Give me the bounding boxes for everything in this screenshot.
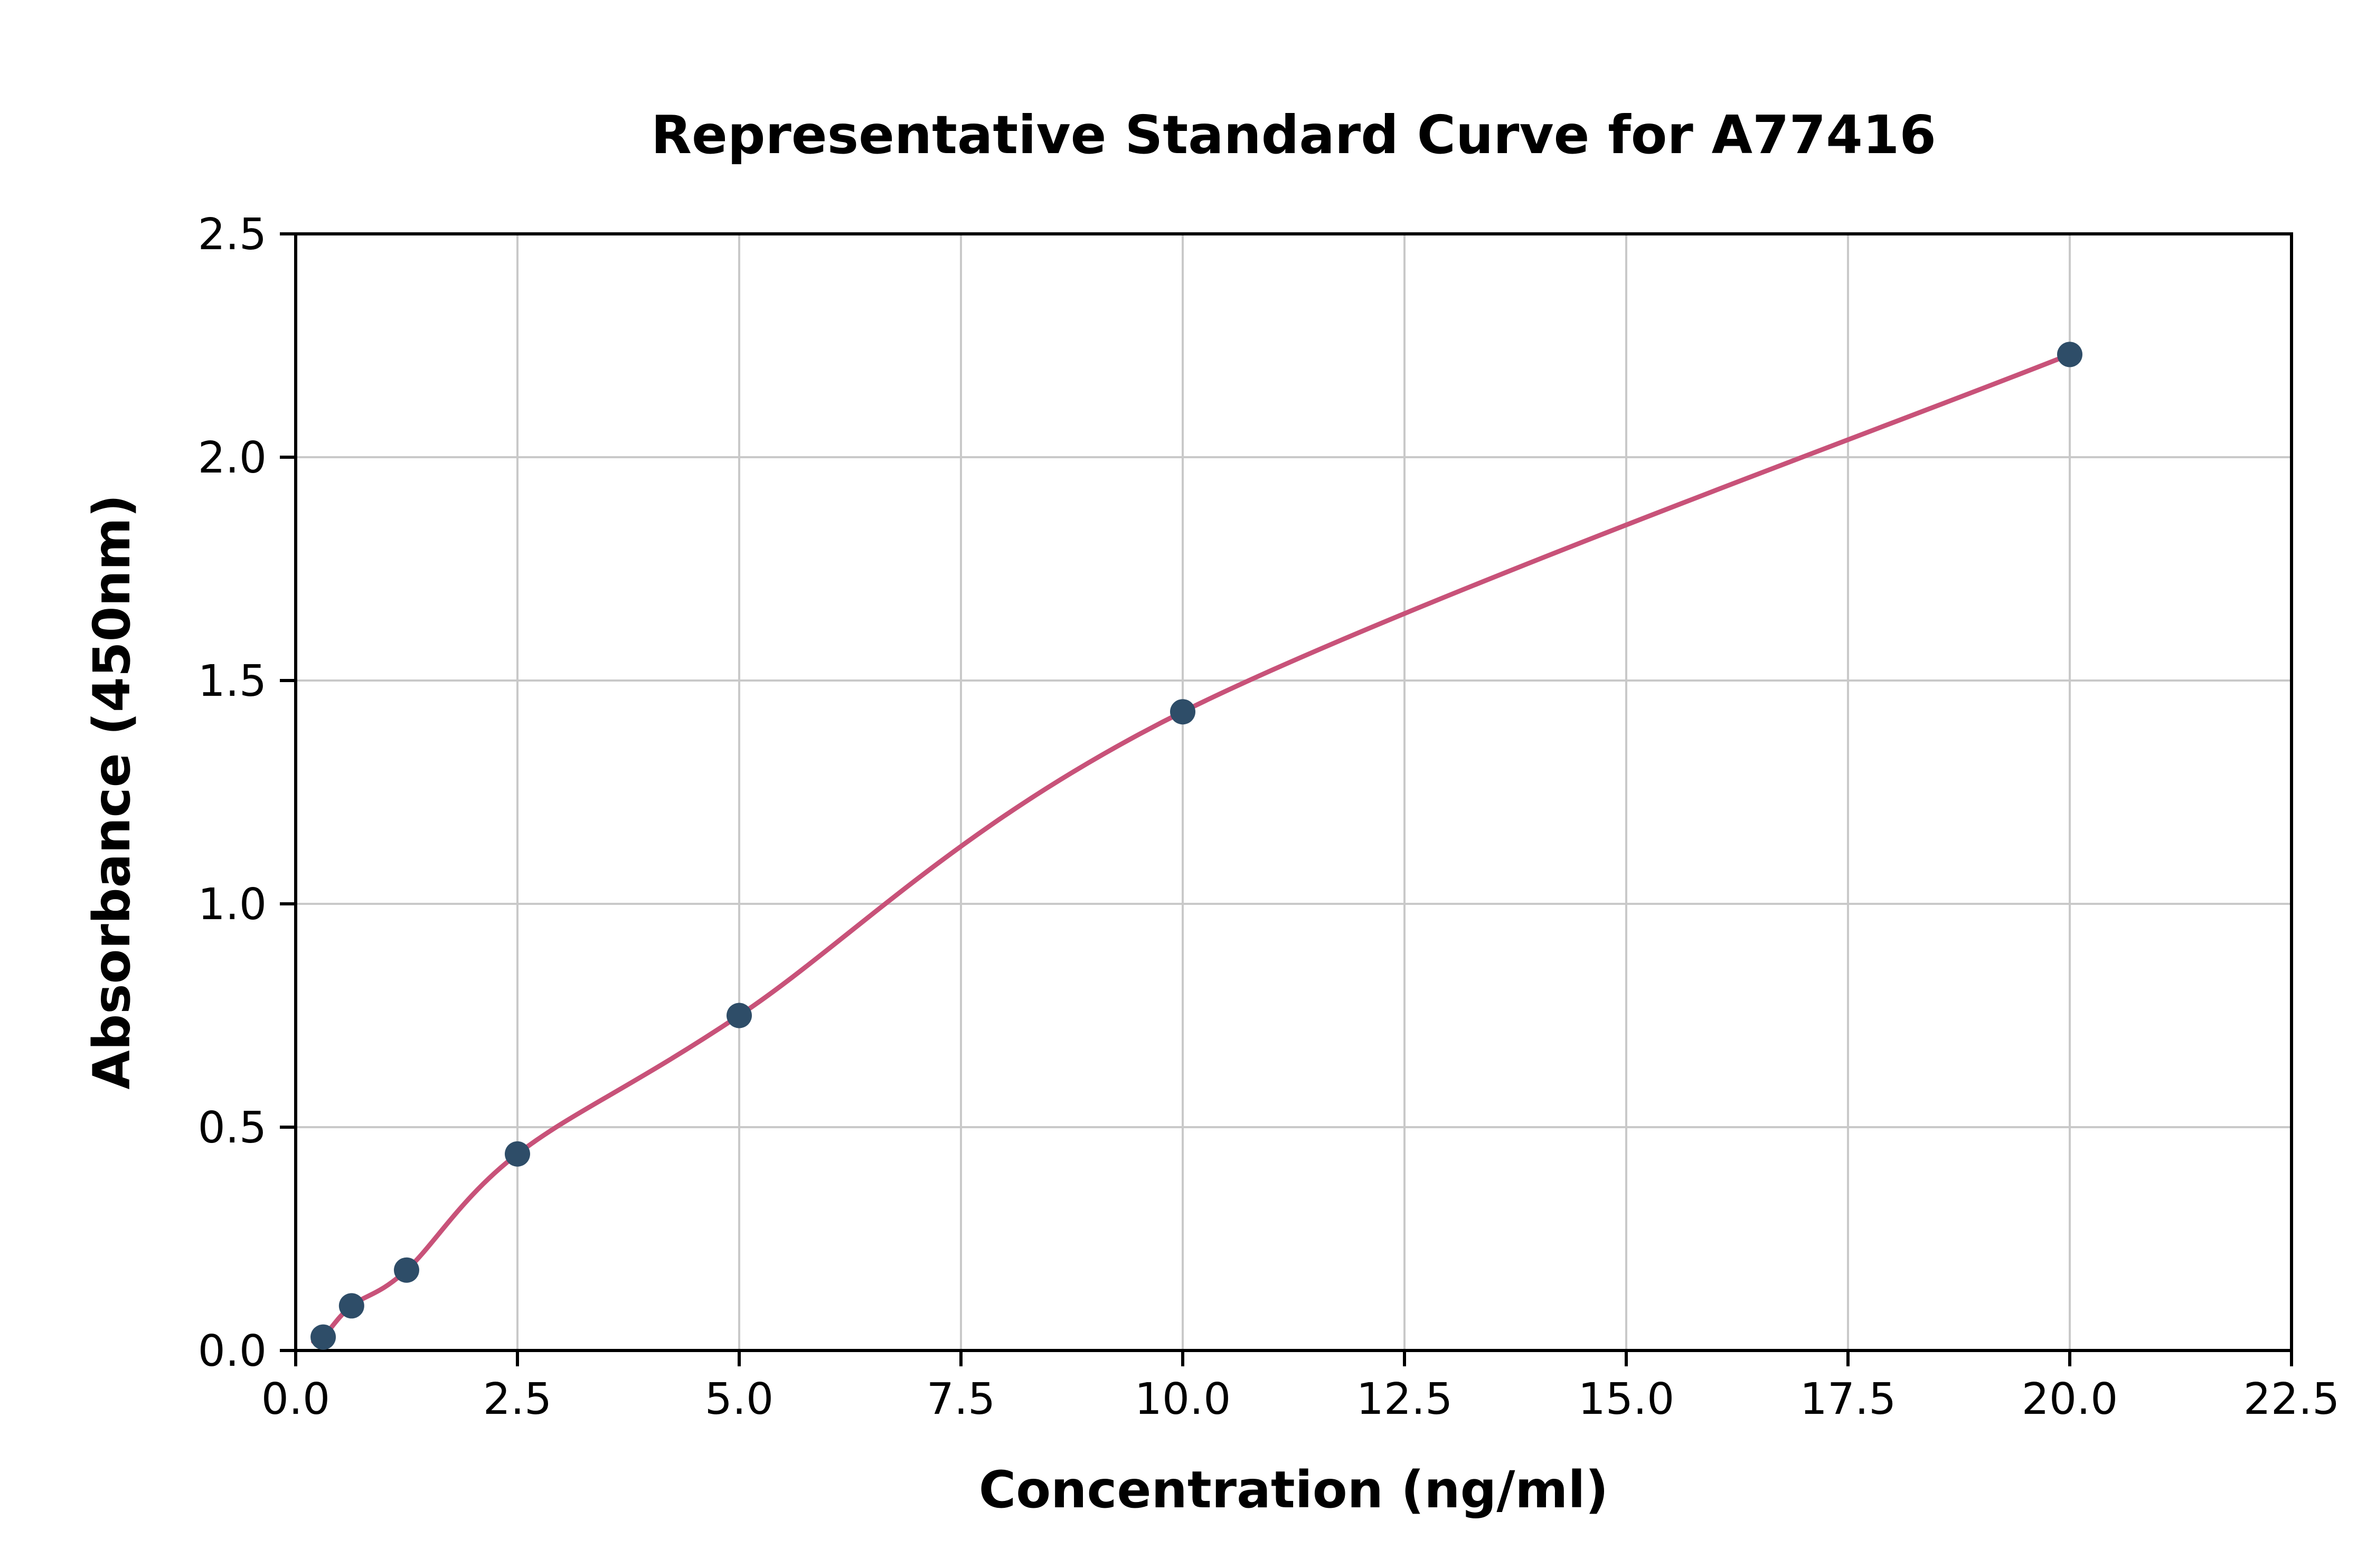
data-point (505, 1141, 530, 1167)
y-axis-label: Absorbance (450nm) (82, 494, 142, 1089)
plot-area: 0.0 2.5 5.0 7.5 10.0 12.5 15.0 17.5 20.0 22.5 0.0 0… (198, 210, 2340, 1424)
x-tick-label: 22.5 (2243, 1374, 2340, 1424)
x-tick-label: 5.0 (705, 1374, 774, 1424)
fit-curve (311, 352, 2072, 1344)
y-tick-label: 2.0 (198, 433, 267, 483)
y-tick-label: 1.5 (198, 656, 267, 706)
x-axis-label: Concentration (ng/ml) (979, 1460, 1608, 1519)
data-point (338, 1293, 364, 1319)
plot-border (294, 232, 2293, 1352)
data-point (2057, 342, 2082, 367)
x-tick-label: 10.0 (1135, 1374, 1231, 1424)
y-tick-label: 2.5 (198, 210, 267, 260)
data-point (310, 1324, 336, 1350)
x-tick-label: 12.5 (1356, 1374, 1453, 1424)
x-tick-label: 7.5 (927, 1374, 995, 1424)
y-tick-label: 0.0 (198, 1326, 267, 1376)
data-point (1170, 699, 1195, 725)
data-point (727, 1003, 752, 1028)
chart-title: Representative Standard Curve for A77416 (651, 104, 1936, 166)
data-point (394, 1257, 419, 1283)
x-tick-label: 20.0 (2022, 1374, 2118, 1424)
x-tick-label: 17.5 (1800, 1374, 1897, 1424)
y-tick-label: 0.5 (198, 1103, 267, 1153)
x-tick-label: 2.5 (483, 1374, 552, 1424)
y-tick-label: 1.0 (198, 880, 267, 930)
x-tick-label: 0.0 (261, 1374, 330, 1424)
x-tick-label: 15.0 (1578, 1374, 1675, 1424)
